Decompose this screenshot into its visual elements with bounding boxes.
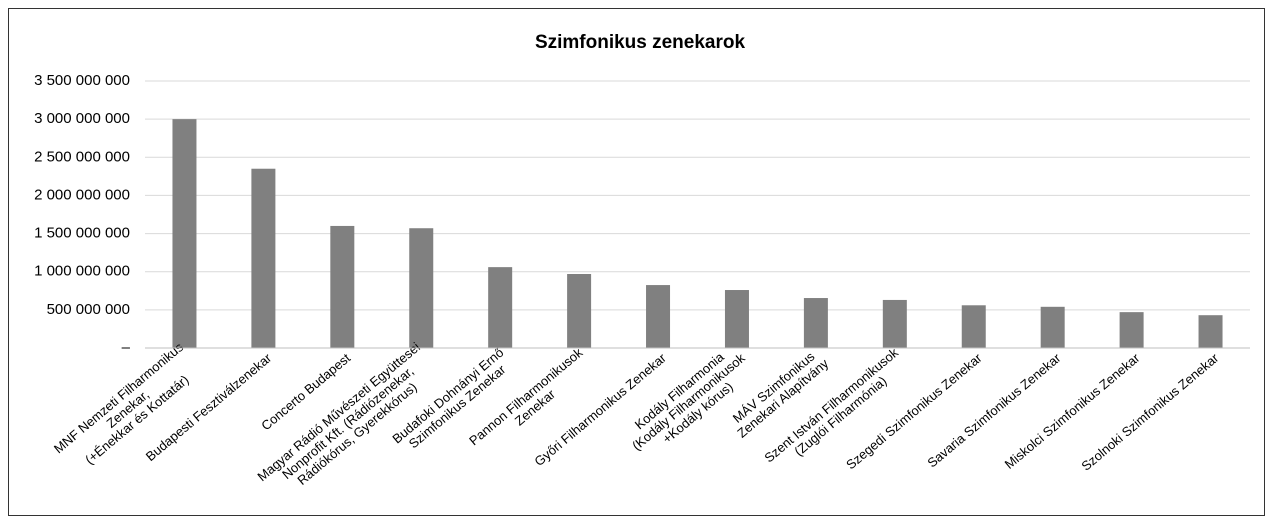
bar [488,267,513,348]
bar [724,290,749,348]
bar [961,305,986,348]
bar [646,285,671,348]
bar [882,299,907,348]
bar [251,168,276,348]
bar [1040,306,1065,348]
bar [803,298,828,348]
chart-title: Szimfonikus zenekarok [535,32,746,53]
y-tick-label: – [122,339,131,356]
y-tick-label: 500 000 000 [47,301,130,318]
bar [567,274,592,348]
y-tick-label: 1 000 000 000 [34,263,130,280]
bar [1198,315,1223,348]
chart-frame [8,8,1265,516]
bar [172,119,197,349]
y-tick-label: 1 500 000 000 [34,225,130,242]
bar [330,225,355,348]
bar [409,228,434,348]
y-tick-label: 2 000 000 000 [34,186,130,203]
y-tick-label: 3 500 000 000 [34,72,130,89]
bar [1119,312,1144,348]
y-tick-label: 3 000 000 000 [34,110,130,127]
y-tick-label: 2 500 000 000 [34,148,130,165]
